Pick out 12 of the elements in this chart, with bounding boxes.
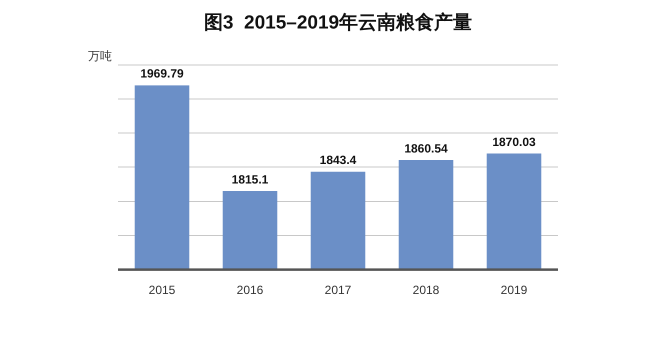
data-label: 1843.4	[320, 153, 357, 168]
x-tick-label: 2016	[236, 283, 264, 298]
x-tick-label: 2015	[148, 283, 176, 298]
data-label: 1860.54	[404, 141, 448, 156]
data-label: 1870.03	[492, 134, 536, 149]
x-tick-label: 2019	[500, 283, 528, 298]
x-tick-label: 2017	[324, 283, 352, 298]
y-axis-title: 万吨	[88, 49, 112, 64]
chart-title: 图3 2015–2019年云南粮食产量	[204, 12, 472, 34]
x-tick-label: 2018	[412, 283, 440, 298]
data-label: 1969.79	[140, 66, 184, 81]
data-label: 1815.1	[232, 172, 269, 186]
